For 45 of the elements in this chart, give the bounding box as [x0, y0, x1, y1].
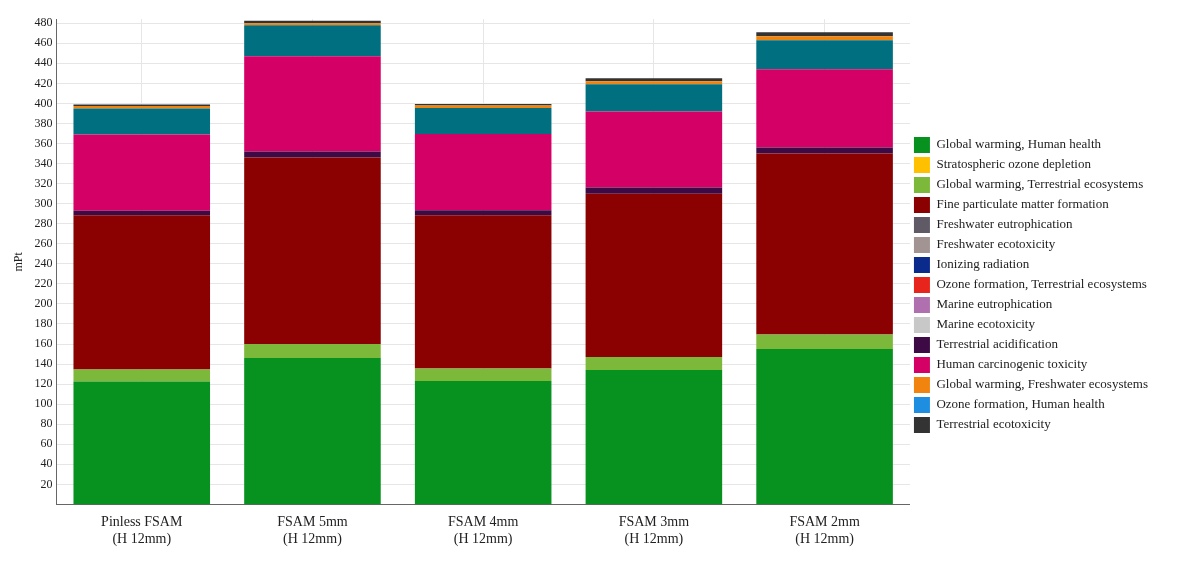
y-tick-label: 240 — [34, 255, 53, 270]
y-tick-label: 100 — [34, 396, 53, 411]
y-tick-label: 400 — [34, 95, 53, 110]
legend-label: Terrestrial acidification — [936, 336, 1059, 352]
y-tick-label: 200 — [34, 296, 53, 311]
legend-label: Global warming, Terrestrial ecosystems — [936, 176, 1144, 192]
y-tick-label: 60 — [40, 436, 53, 451]
y-tick-label: 460 — [34, 35, 53, 50]
y-axis-title: mPt — [11, 251, 26, 272]
y-tick-label: 340 — [34, 155, 53, 170]
y-tick-label: 260 — [34, 235, 53, 250]
legend-label: Ozone formation, Human health — [936, 396, 1106, 412]
y-tick-label: 140 — [34, 356, 53, 371]
legend-label: Freshwater eutrophication — [936, 216, 1074, 232]
y-tick-label: 380 — [34, 115, 53, 130]
y-tick-label: 120 — [34, 376, 53, 391]
y-tick-label: 320 — [34, 175, 53, 190]
y-tick-label: 280 — [34, 215, 53, 230]
legend-label: Terrestrial ecotoxicity — [936, 416, 1052, 432]
y-tick-label: 80 — [40, 416, 53, 431]
legend-label: Marine eutrophication — [936, 296, 1053, 312]
y-tick-label: 440 — [34, 55, 53, 70]
x-tick-label: FSAM 5mm (H 12mm) — [277, 514, 348, 548]
y-tick-label: 360 — [34, 135, 53, 150]
x-tick-label: Pinless FSAM (H 12mm) — [101, 514, 183, 548]
y-tick-label: 420 — [34, 75, 53, 90]
x-tick-label: FSAM 4mm (H 12mm) — [447, 514, 519, 548]
legend-label: Fine particulate matter formation — [936, 196, 1110, 212]
legend-label: Global warming, Human health — [936, 136, 1102, 152]
legend-label: Human carcinogenic toxicity — [936, 356, 1088, 372]
legend-label: Marine ecotoxicity — [936, 316, 1036, 332]
y-tick-label: 180 — [34, 316, 53, 331]
legend-label: Ionizing radiation — [936, 256, 1030, 272]
legend-label: Global warming, Freshwater ecosystems — [936, 376, 1148, 392]
y-tick-label: 300 — [34, 195, 53, 210]
x-tick-label: FSAM 3mm (H 12mm) — [618, 514, 690, 548]
y-tick-label: 40 — [40, 456, 53, 471]
y-tick-label: 20 — [40, 476, 53, 491]
x-tick-label: FSAM 2mm (H 12mm) — [789, 514, 860, 548]
legend-label: Freshwater ecotoxicity — [936, 236, 1056, 252]
y-tick-label: 220 — [34, 276, 53, 291]
legend-label: Stratospheric ozone depletion — [936, 156, 1092, 172]
y-tick-label: 160 — [34, 336, 53, 351]
legend-label: Ozone formation, Terrestrial ecosystems — [936, 276, 1147, 292]
y-tick-label: 480 — [34, 15, 53, 30]
